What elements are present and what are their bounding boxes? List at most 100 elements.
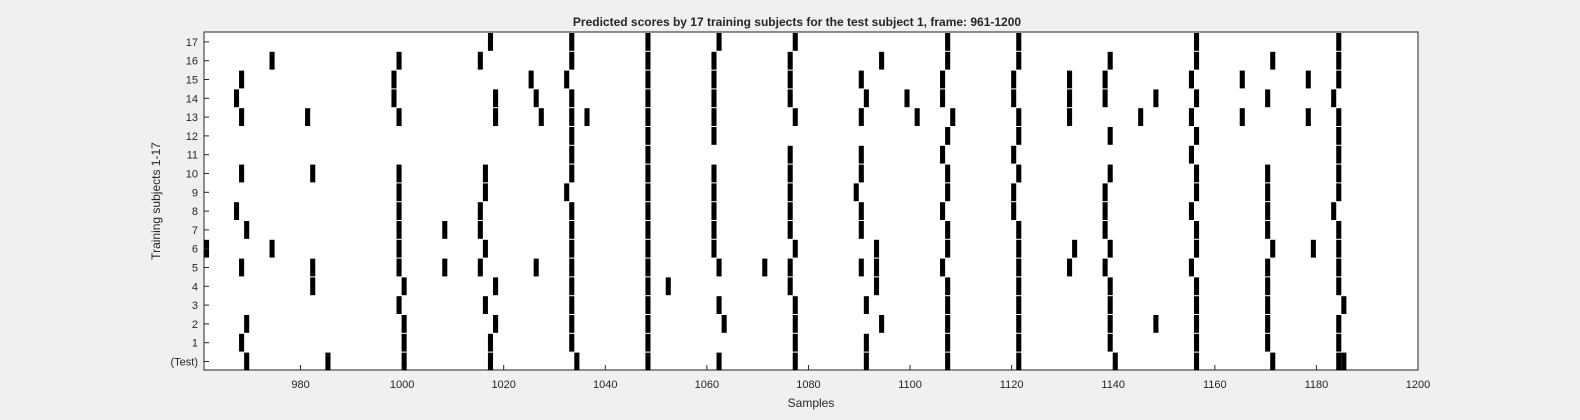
- event-mark: [574, 352, 580, 371]
- event-mark: [569, 164, 575, 183]
- event-mark: [787, 183, 793, 202]
- event-mark: [787, 258, 793, 277]
- event-mark: [716, 33, 722, 51]
- event-mark: [792, 239, 798, 258]
- event-mark: [482, 183, 488, 202]
- event-mark: [1194, 315, 1200, 333]
- event-mark: [873, 277, 880, 296]
- x-tick-label: 1180: [1305, 379, 1329, 391]
- event-mark: [493, 108, 499, 126]
- x-tick-label: 1100: [898, 379, 922, 391]
- event-mark: [477, 221, 483, 239]
- event-mark: [305, 108, 311, 126]
- event-mark: [1194, 127, 1200, 145]
- event-mark: [487, 352, 494, 371]
- event-mark: [1153, 89, 1159, 108]
- event-mark: [940, 70, 946, 89]
- event-mark: [716, 296, 722, 314]
- event-mark: [645, 202, 651, 220]
- event-mark: [1194, 277, 1200, 296]
- event-mark: [1341, 352, 1347, 371]
- event-mark: [1194, 296, 1200, 314]
- event-mark: [1336, 183, 1342, 202]
- event-mark: [787, 202, 793, 220]
- event-mark: [787, 70, 793, 89]
- event-mark: [1107, 333, 1113, 352]
- event-mark: [493, 89, 499, 108]
- event-mark: [1336, 145, 1342, 164]
- event-mark: [858, 145, 864, 164]
- event-mark: [1194, 333, 1200, 352]
- event-mark: [879, 315, 885, 333]
- event-mark: [1067, 89, 1073, 108]
- event-mark: [711, 202, 717, 220]
- event-mark: [533, 258, 539, 277]
- event-mark: [1011, 202, 1017, 220]
- event-mark: [945, 164, 951, 183]
- event-mark: [940, 89, 946, 108]
- event-mark: [1265, 183, 1271, 202]
- event-mark: [1270, 239, 1276, 258]
- event-mark: [1310, 239, 1316, 258]
- y-tick-label: 9: [192, 187, 198, 199]
- event-mark: [1016, 277, 1022, 296]
- event-mark: [1336, 258, 1342, 277]
- event-mark: [858, 108, 864, 126]
- event-mark: [1336, 70, 1342, 89]
- event-mark: [1265, 296, 1271, 314]
- x-tick-label: 1120: [1000, 379, 1024, 391]
- event-mark: [569, 108, 575, 126]
- event-mark: [711, 51, 717, 70]
- x-tick-label: 1000: [390, 379, 414, 391]
- y-axis-label: Training subjects 1-17: [149, 142, 163, 260]
- event-mark: [945, 221, 951, 239]
- event-mark: [569, 333, 575, 352]
- event-mark: [1336, 108, 1342, 126]
- event-mark: [711, 221, 717, 239]
- y-tick-label: 3: [192, 300, 198, 312]
- event-mark: [873, 258, 880, 277]
- y-tick-label: 13: [186, 112, 198, 124]
- event-mark: [239, 164, 245, 183]
- event-mark: [858, 202, 864, 220]
- event-mark: [792, 315, 798, 333]
- event-mark: [792, 108, 798, 126]
- event-mark: [1188, 108, 1194, 126]
- event-mark: [1265, 333, 1271, 352]
- event-mark: [787, 89, 793, 108]
- event-mark: [269, 239, 275, 258]
- event-mark: [711, 183, 717, 202]
- event-mark: [945, 277, 951, 296]
- event-mark: [716, 352, 722, 371]
- event-mark: [711, 108, 717, 126]
- y-tick-label: 1: [192, 338, 198, 350]
- event-mark: [1194, 164, 1200, 183]
- event-mark: [1336, 239, 1342, 258]
- event-mark: [1072, 239, 1078, 258]
- event-mark: [1067, 108, 1073, 126]
- event-mark: [945, 315, 951, 333]
- event-mark: [482, 164, 488, 183]
- event-mark: [645, 108, 651, 126]
- event-mark: [945, 333, 951, 352]
- event-mark: [792, 33, 798, 51]
- event-mark: [233, 89, 240, 108]
- event-mark: [528, 70, 534, 89]
- event-mark: [396, 51, 402, 70]
- event-mark: [945, 51, 951, 70]
- event-mark: [396, 221, 402, 239]
- event-mark: [787, 51, 793, 70]
- event-mark: [244, 315, 250, 333]
- y-tick-label: 14: [186, 93, 198, 105]
- event-mark: [787, 277, 793, 296]
- event-mark: [914, 108, 920, 126]
- event-mark: [1102, 70, 1108, 89]
- event-mark: [1011, 145, 1017, 164]
- event-mark: [787, 145, 793, 164]
- event-mark: [853, 183, 859, 202]
- event-mark: [1336, 221, 1342, 239]
- event-mark: [1194, 51, 1200, 70]
- event-mark: [569, 33, 575, 51]
- event-mark: [1016, 164, 1022, 183]
